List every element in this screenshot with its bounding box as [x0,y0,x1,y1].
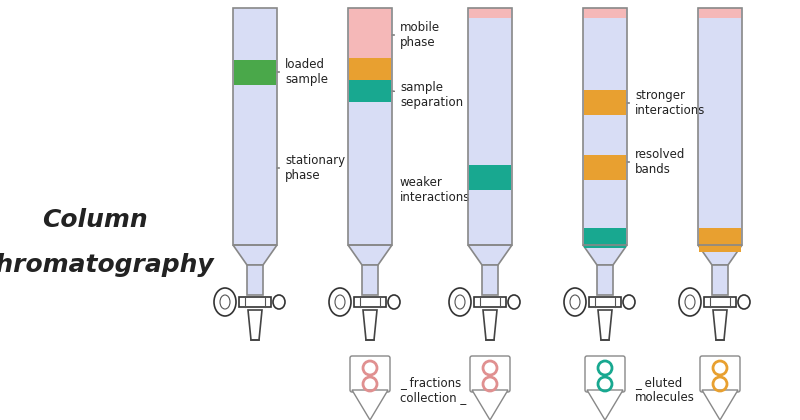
Polygon shape [713,310,727,340]
Ellipse shape [273,295,285,309]
FancyBboxPatch shape [350,356,390,392]
Bar [712,265,728,295]
Ellipse shape [388,295,400,309]
Bar [348,8,392,245]
Bar [597,265,613,295]
Ellipse shape [564,288,586,316]
Polygon shape [583,245,627,265]
Polygon shape [698,245,742,265]
Bar [589,297,621,307]
Bar [584,90,626,115]
Polygon shape [483,310,497,340]
Bar [349,80,391,102]
Text: Chromatography: Chromatography [0,253,214,277]
Text: resolved
bands: resolved bands [627,148,686,176]
Bar [234,60,276,85]
Bar [349,8,391,58]
Bar [354,297,386,307]
Bar [349,58,391,80]
Bar [698,8,742,245]
Bar [469,165,511,190]
Bar [584,8,626,18]
Bar [699,8,741,18]
Bar [239,297,271,307]
Text: mobile
phase: mobile phase [392,21,440,49]
Ellipse shape [449,288,471,316]
Bar [362,265,378,295]
Bar [584,155,626,180]
Text: _ fractions
collection _: _ fractions collection _ [400,376,466,404]
Bar [699,228,741,252]
Polygon shape [248,310,262,340]
Polygon shape [363,310,377,340]
Polygon shape [468,245,512,265]
Text: stronger
interactions: stronger interactions [627,89,706,117]
Bar [583,8,627,245]
Ellipse shape [685,295,695,309]
Ellipse shape [679,288,701,316]
Bar [583,8,627,245]
Ellipse shape [455,295,465,309]
Polygon shape [598,310,612,340]
Text: sample
separation: sample separation [392,81,463,109]
Text: loaded
sample: loaded sample [277,58,328,86]
Bar [233,8,277,245]
Ellipse shape [329,288,351,316]
Bar [469,8,511,18]
FancyBboxPatch shape [470,356,510,392]
FancyBboxPatch shape [700,356,740,392]
Bar [474,297,506,307]
Bar [468,8,512,245]
Polygon shape [352,390,388,420]
Ellipse shape [214,288,236,316]
FancyBboxPatch shape [585,356,625,392]
Text: Column: Column [42,208,148,232]
Bar [247,265,263,295]
Polygon shape [702,390,738,420]
Polygon shape [348,245,392,265]
Bar [584,228,626,248]
Text: stationary
phase: stationary phase [277,154,345,182]
Ellipse shape [220,295,230,309]
Ellipse shape [570,295,580,309]
Ellipse shape [335,295,345,309]
Bar [698,8,742,245]
Bar [233,8,277,245]
Bar [348,8,392,245]
Bar [482,265,498,295]
Polygon shape [587,390,623,420]
Polygon shape [472,390,508,420]
Ellipse shape [508,295,520,309]
Polygon shape [233,245,277,265]
Text: _ eluted
molecules: _ eluted molecules [635,376,695,404]
Ellipse shape [738,295,750,309]
Bar [704,297,736,307]
Bar [468,8,512,245]
Ellipse shape [623,295,635,309]
Text: weaker
interactions: weaker interactions [400,176,510,204]
